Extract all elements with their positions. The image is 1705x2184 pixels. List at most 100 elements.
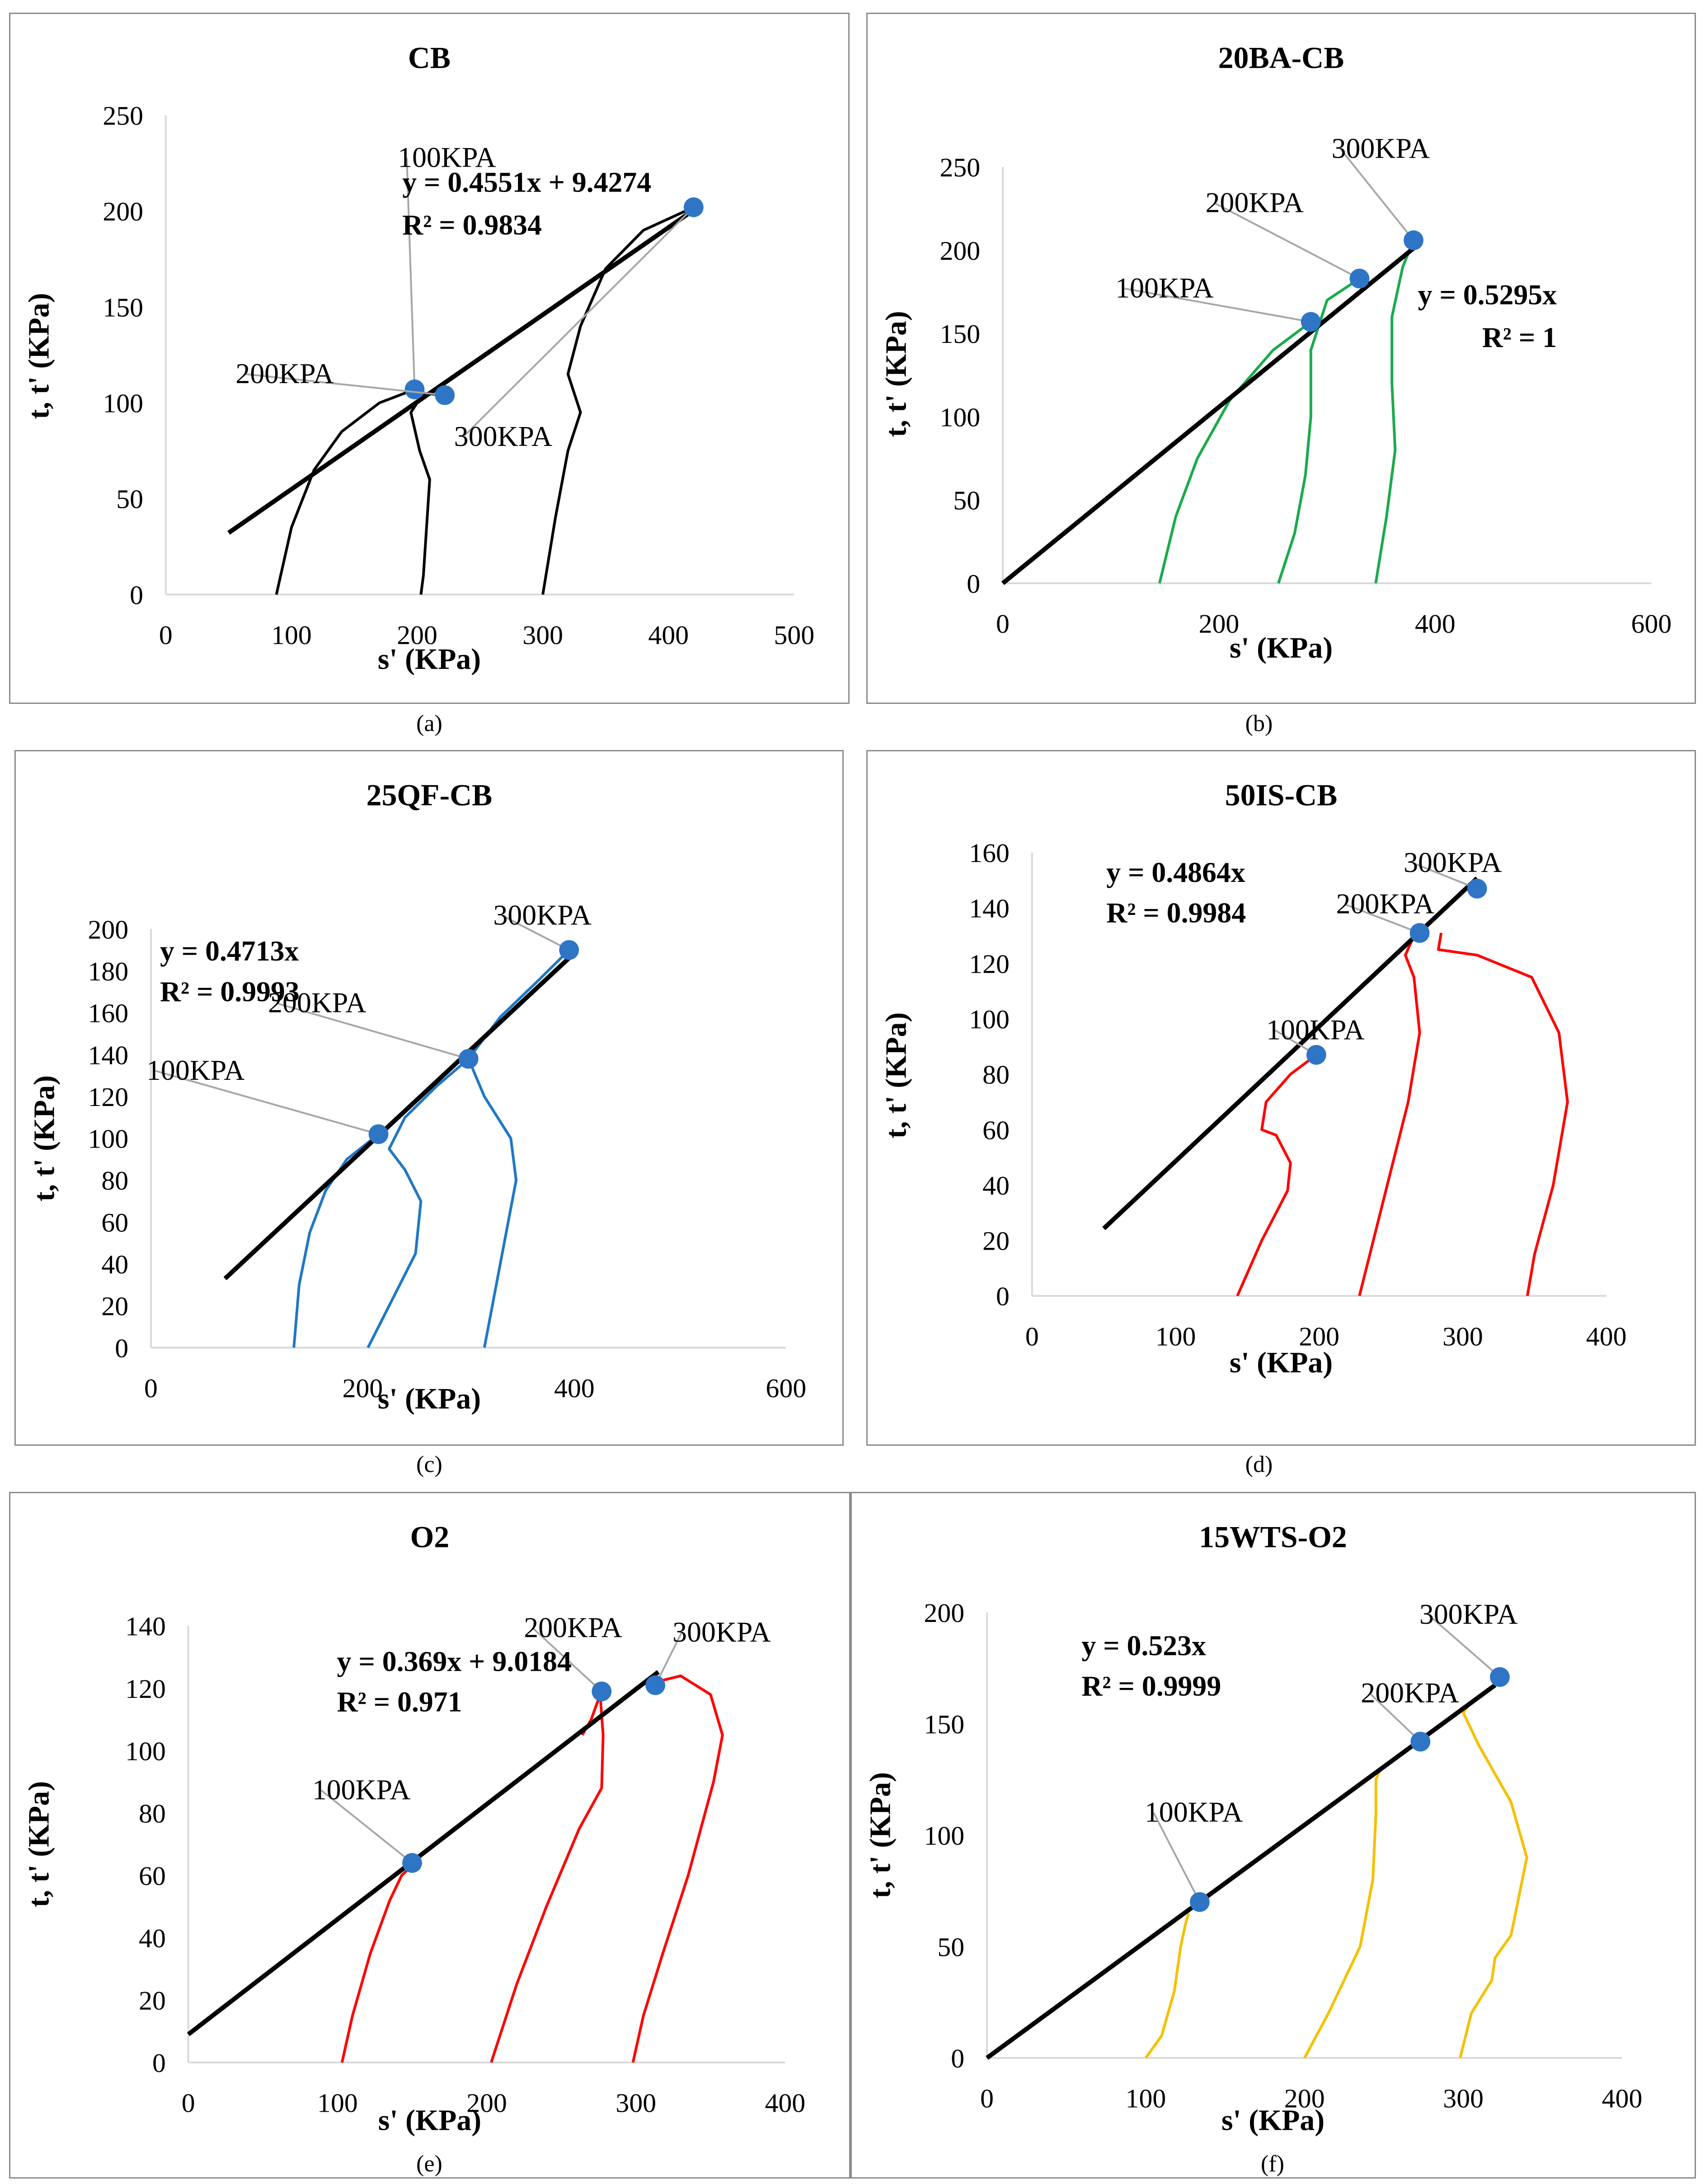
stress-path-100kpa [340, 1862, 416, 2063]
stress-path-300kpa [631, 1674, 724, 2063]
caption-b: (b) [1245, 711, 1273, 736]
y-axis-title: t, t' (KPa) [23, 1781, 56, 1907]
leader-line [502, 914, 570, 951]
chart-panel-f: 0 100 200 300 400 0 50 100 150 200 15WTS-O2 s' (KPa… [850, 1492, 1696, 2179]
y-tick-label: 150 [103, 292, 143, 322]
x-tick-label: 200 [397, 620, 437, 650]
x-tick-label: 300 [1442, 1322, 1483, 1351]
x-tick-label: 100 [1126, 2084, 1166, 2114]
y-tick-label: 0 [115, 1333, 128, 1363]
peak-marker [559, 940, 579, 960]
regression-equation: y = 0.4864x [1106, 856, 1245, 888]
peak-label: 300KPA [672, 1616, 770, 1648]
y-tick-label: 200 [88, 914, 128, 944]
y-tick-label: 100 [939, 402, 980, 432]
y-tick-label: 0 [967, 569, 980, 599]
stress-path-100kpa [1236, 1054, 1317, 1297]
y-tick-label: 140 [969, 894, 1010, 923]
x-tick-label: 400 [1602, 2084, 1643, 2114]
chart-c: 0 200 400 600 0 20 40 60 80 100 120 140 160 180 200 25Q… [28, 778, 807, 1415]
y-tick-label: 80 [982, 1060, 1010, 1090]
y-tick-label: 0 [130, 580, 143, 610]
peak-marker [368, 1124, 389, 1144]
peak-marker [1301, 312, 1321, 332]
y-tick-label: 150 [939, 319, 980, 349]
leader-line [462, 206, 695, 438]
y-tick-label: 80 [101, 1166, 128, 1195]
peak-label: 100KPA [1145, 1796, 1243, 1828]
y-tick-label: 50 [953, 486, 980, 516]
x-tick-label: 100 [317, 2088, 358, 2118]
x-axis-title: s' (KPa) [378, 1382, 481, 1415]
x-tick-label: 0 [980, 2084, 994, 2114]
y-tick-label: 120 [125, 1674, 166, 1704]
chart-b: 0 200 400 600 0 50 100 150 200 250 20BA-CB s' (KPa)… [880, 41, 1672, 665]
x-tick-label: 600 [766, 1373, 807, 1403]
regression-equation: y = 0.4713x [160, 935, 299, 967]
y-tick-label: 40 [101, 1249, 128, 1279]
y-tick-label: 140 [125, 1612, 166, 1641]
r-squared-label: R² = 0.9999 [1081, 1670, 1221, 1702]
leader-line [155, 1070, 379, 1135]
stress-path-200kpa [366, 1058, 470, 1349]
y-axis-title: t, t' (KPa) [23, 293, 56, 419]
stress-path-100kpa [275, 388, 415, 595]
stress-path-200kpa [1303, 1767, 1382, 2059]
x-tick-label: 100 [271, 620, 312, 650]
chart-title: 25QF-CB [366, 778, 493, 812]
stress-path-200kpa [1277, 277, 1361, 584]
y-tick-label: 60 [101, 1208, 128, 1237]
y-tick-label: 100 [88, 1124, 128, 1154]
chart-panel-b: 0 200 400 600 0 50 100 150 200 250 20BA-CB s' (KPa)… [866, 13, 1696, 704]
x-tick-label: 200 [1284, 2084, 1325, 2114]
peak-marker [1306, 1045, 1326, 1065]
peak-label: 100KPA [398, 141, 496, 173]
stress-path-300kpa [1459, 1701, 1528, 2058]
x-tick-label: 400 [1415, 609, 1456, 639]
y-tick-label: 0 [152, 2048, 166, 2078]
leader-line [1428, 1614, 1501, 1678]
failure-envelope-line [986, 1683, 1497, 2060]
y-tick-label: 100 [924, 1821, 965, 1851]
chart-title: 20BA-CB [1218, 41, 1344, 75]
x-tick-label: 0 [996, 609, 1010, 639]
peak-marker [402, 1853, 422, 1873]
stress-path-300kpa [467, 949, 570, 1348]
failure-envelope-line [223, 951, 576, 1280]
peak-label: 300KPA [454, 420, 552, 452]
chart-panel-d: 0 100 200 300 400 0 20 40 60 80 100 120 140 160 50IS-C… [866, 750, 1696, 1446]
y-tick-label: 160 [969, 838, 1010, 868]
caption-c: (c) [416, 1452, 442, 1477]
y-tick-label: 50 [937, 1932, 964, 1962]
y-axis-title: t, t' (KPa) [864, 1772, 897, 1898]
failure-envelope-line [187, 1670, 660, 2036]
peak-marker [404, 379, 425, 399]
regression-equation: y = 0.5295x [1418, 278, 1557, 310]
r-squared-label: R² = 0.9834 [402, 209, 542, 241]
peak-label: 300KPA [1419, 1598, 1517, 1630]
x-tick-label: 0 [182, 2088, 195, 2118]
x-axis-title: s' (KPa) [1230, 1346, 1333, 1379]
leader-line [277, 1002, 469, 1060]
y-tick-label: 60 [982, 1115, 1010, 1145]
chart-title: 15WTS-O2 [1199, 1520, 1347, 1554]
y-tick-label: 0 [996, 1281, 1010, 1311]
y-tick-label: 160 [88, 998, 128, 1028]
peak-label: 200KPA [1206, 186, 1304, 218]
peak-label: 100KPA [146, 1054, 244, 1086]
chart-d: 0 100 200 300 400 0 20 40 60 80 100 120 140 160 50IS-C… [880, 778, 1627, 1379]
peak-label: 300KPA [1404, 846, 1502, 878]
peak-label: 100KPA [1266, 1014, 1364, 1046]
stress-path-200kpa [490, 1693, 605, 2063]
chart-panel-e: 0 100 200 300 400 0 20 40 60 80 100 120 140 O2 s' (KPa… [9, 1492, 850, 2179]
y-tick-label: 180 [88, 956, 128, 986]
x-tick-label: 400 [1586, 1322, 1627, 1351]
regression-equation: y = 0.4551x + 9.4274 [402, 166, 651, 198]
chart-f: 0 100 200 300 400 0 50 100 150 200 15WTS-O2 s' (KPa… [864, 1520, 1643, 2137]
peak-marker [1404, 230, 1423, 250]
x-tick-label: 300 [522, 620, 563, 650]
chart-title: CB [408, 41, 451, 75]
x-axis-title: s' (KPa) [378, 2104, 481, 2137]
y-tick-label: 200 [939, 236, 980, 266]
x-axis-title: s' (KPa) [1230, 631, 1333, 664]
